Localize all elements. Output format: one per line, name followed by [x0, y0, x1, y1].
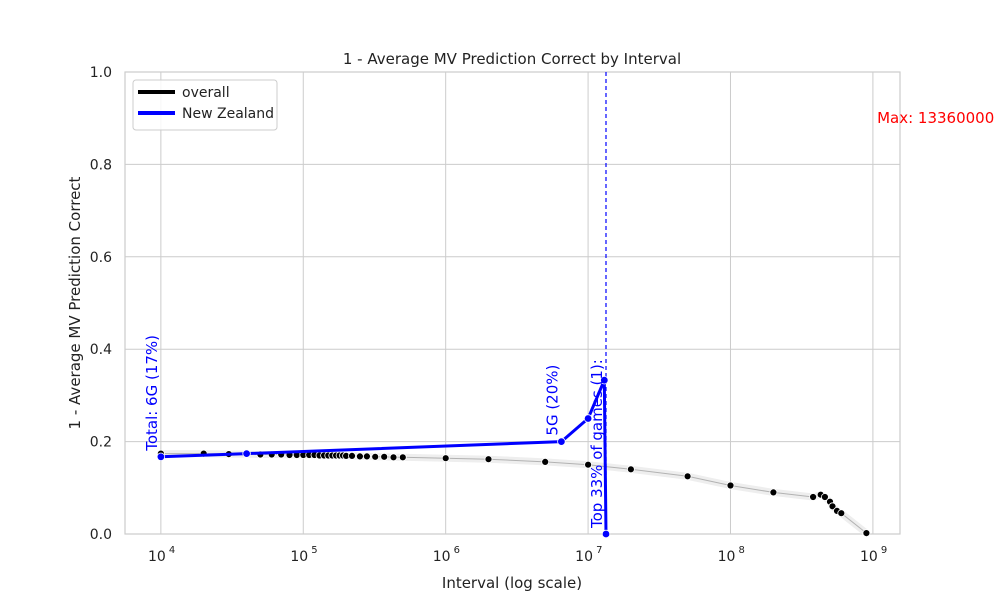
overall-point — [584, 460, 592, 469]
legend-label-overall: overall — [182, 85, 230, 101]
annotations: Total: 6G (17%) 5G (20%) Top 33% of games … — [143, 109, 994, 529]
y-tick-label: 0.2 — [90, 435, 112, 451]
overall-point — [769, 488, 778, 497]
x-tick-label: 10 — [575, 549, 593, 565]
overall-point — [837, 509, 846, 518]
new-zealand-point — [156, 452, 166, 461]
series-layer — [156, 72, 871, 539]
annotation-2: Top 33% of games (1): — [588, 359, 606, 529]
x-tick-label: 10 — [433, 549, 451, 565]
overall-point — [389, 453, 398, 462]
annotation-0: Total: 6G (17%) — [143, 335, 161, 452]
x-tick-exponent: 8 — [738, 545, 744, 556]
new-zealand-point — [601, 529, 611, 539]
overall-point — [371, 452, 380, 461]
chart-title: 1 - Average MV Prediction Correct by Int… — [343, 50, 681, 68]
overall-point — [355, 452, 364, 461]
y-axis-ticks: 0.0 0.2 0.4 0.6 0.8 1.0 — [90, 65, 112, 543]
x-tick-label: 10 — [718, 549, 736, 565]
annotation-1: 5G (20%) — [543, 365, 561, 436]
y-tick-label: 1.0 — [90, 65, 112, 81]
plot-frame — [124, 71, 901, 535]
overall-point — [348, 451, 356, 460]
overall-point — [627, 465, 635, 474]
x-tick-label: 10 — [290, 549, 308, 565]
overall-point — [398, 453, 407, 462]
annotation-3: Max: 13360000 — [877, 109, 994, 127]
x-tick-label: 10 — [148, 549, 166, 565]
overall-point — [809, 493, 817, 501]
y-axis-label: 1 - Average MV Prediction Correct — [66, 176, 84, 429]
plot-area — [125, 72, 900, 534]
x-axis-label: Interval (log scale) — [442, 574, 582, 592]
legend: overall New Zealand — [132, 79, 278, 131]
y-tick-label: 0.4 — [90, 342, 112, 358]
x-tick-exponent: 6 — [454, 545, 460, 556]
new-zealand-point — [600, 376, 609, 385]
x-tick-exponent: 7 — [596, 545, 602, 556]
new-zealand-line — [160, 378, 608, 535]
overall-point — [862, 529, 871, 537]
overall-point — [726, 481, 735, 490]
x-tick-exponent: 5 — [311, 545, 317, 556]
legend-label-new-zealand: New Zealand — [182, 106, 274, 122]
overall-point — [484, 455, 493, 464]
overall-point — [683, 472, 692, 481]
overall-point — [362, 452, 371, 461]
new-zealand-point — [242, 449, 251, 458]
overall-point — [821, 493, 829, 501]
new-zealand-point — [583, 414, 593, 423]
x-tick-label: 10 — [860, 549, 878, 565]
y-tick-label: 0.8 — [90, 157, 112, 173]
x-axis-ticks: 10 4 10 5 10 6 10 7 10 8 10 9 — [148, 545, 887, 565]
y-tick-label: 0.0 — [90, 527, 112, 543]
overall-point — [380, 452, 389, 461]
overall-point — [828, 502, 837, 511]
x-tick-exponent: 9 — [881, 545, 887, 556]
y-tick-label: 0.6 — [90, 250, 112, 266]
new-zealand-point — [557, 437, 566, 446]
overall-point — [541, 457, 550, 466]
overall-point — [441, 454, 450, 463]
x-tick-exponent: 4 — [169, 545, 175, 556]
